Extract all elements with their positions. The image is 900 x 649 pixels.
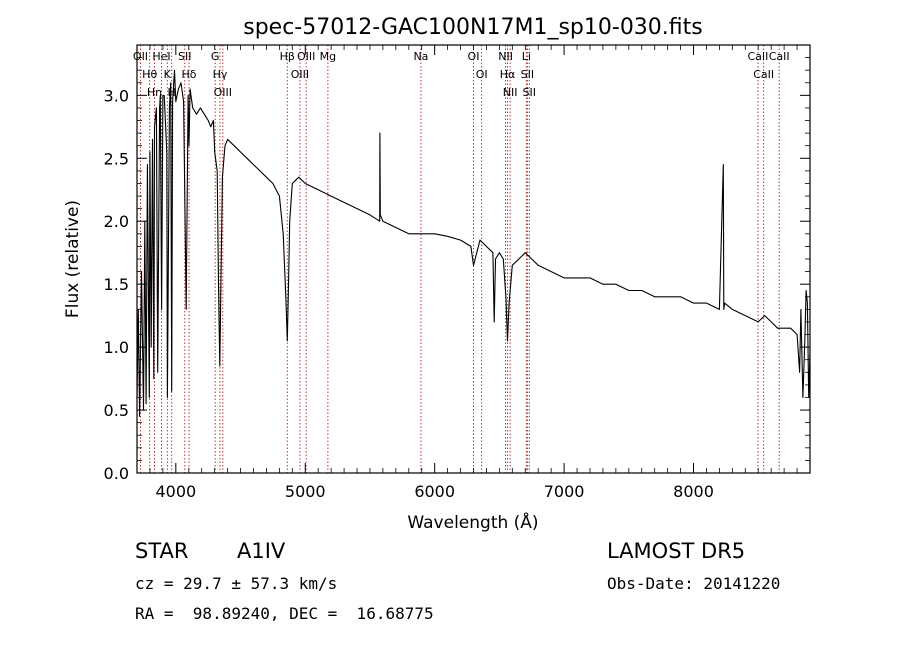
line-label: SII — [523, 86, 536, 99]
line-label: OIII — [214, 86, 232, 99]
line-label: OI — [468, 50, 480, 63]
line-label: Hθ — [142, 68, 157, 81]
y-tick-label: 1.5 — [104, 275, 129, 294]
line-label: Hη — [147, 86, 162, 99]
line-label: Na — [413, 50, 428, 63]
x-tick-label: 4000 — [155, 482, 196, 501]
x-tick-label: 7000 — [544, 482, 585, 501]
line-label: Hα — [500, 68, 516, 81]
y-tick-label: 2.0 — [104, 212, 129, 231]
line-label: CaII — [748, 50, 769, 63]
spectrum-series-line — [136, 69, 811, 417]
redshift-text: cz = 29.7 ± 57.3 km/s — [135, 574, 338, 593]
line-label: OI — [476, 68, 488, 81]
line-label: SII — [521, 68, 534, 81]
line-label: H — [168, 86, 176, 99]
spectral-line-markers — [140, 45, 780, 473]
object-subclass: A1IV — [237, 539, 286, 563]
line-label: Hγ — [213, 68, 228, 81]
obs-date: Obs-Date: 20141220 — [607, 574, 781, 593]
y-tick-label: 3.0 — [104, 86, 129, 105]
y-tick-label: 2.5 — [104, 149, 129, 168]
line-label: NII — [503, 86, 518, 99]
line-label: NII — [498, 50, 513, 63]
chart-title: spec-57012-GAC100N17M1_sp10-030.fits — [243, 15, 703, 40]
x-axis: 4000 5000 6000 7000 8000 — [136, 45, 811, 501]
line-label: CaII — [769, 50, 790, 63]
x-tick-label: 8000 — [673, 482, 714, 501]
line-label: OIII — [297, 50, 315, 63]
line-label: Li — [522, 50, 531, 63]
line-label: OIII — [291, 68, 309, 81]
line-label: SII — [178, 50, 191, 63]
y-axis-label: Flux (relative) — [63, 200, 83, 318]
line-label: Hδ — [182, 68, 197, 81]
line-label: OII — [133, 50, 148, 63]
y-axis: 0.0 0.5 1.0 1.5 2.0 2.5 3.0 — [104, 57, 810, 483]
line-label: G — [211, 50, 220, 63]
line-label: CaII — [753, 68, 774, 81]
y-tick-label: 0.0 — [104, 464, 129, 483]
y-tick-label: 0.5 — [104, 401, 129, 420]
line-label: K — [164, 68, 172, 81]
line-label: HeI — [152, 50, 170, 63]
coordinates: RA = 98.89240, DEC = 16.68775 — [135, 604, 434, 623]
survey-label: LAMOST DR5 — [607, 539, 746, 563]
line-label: Mg — [320, 50, 336, 63]
x-tick-label: 5000 — [285, 482, 326, 501]
x-tick-label: 6000 — [414, 482, 455, 501]
object-class: STAR — [135, 539, 189, 563]
y-tick-label: 1.0 — [104, 338, 129, 357]
x-axis-label: Wavelength (Å) — [407, 511, 538, 533]
line-label: Hβ — [280, 50, 295, 63]
